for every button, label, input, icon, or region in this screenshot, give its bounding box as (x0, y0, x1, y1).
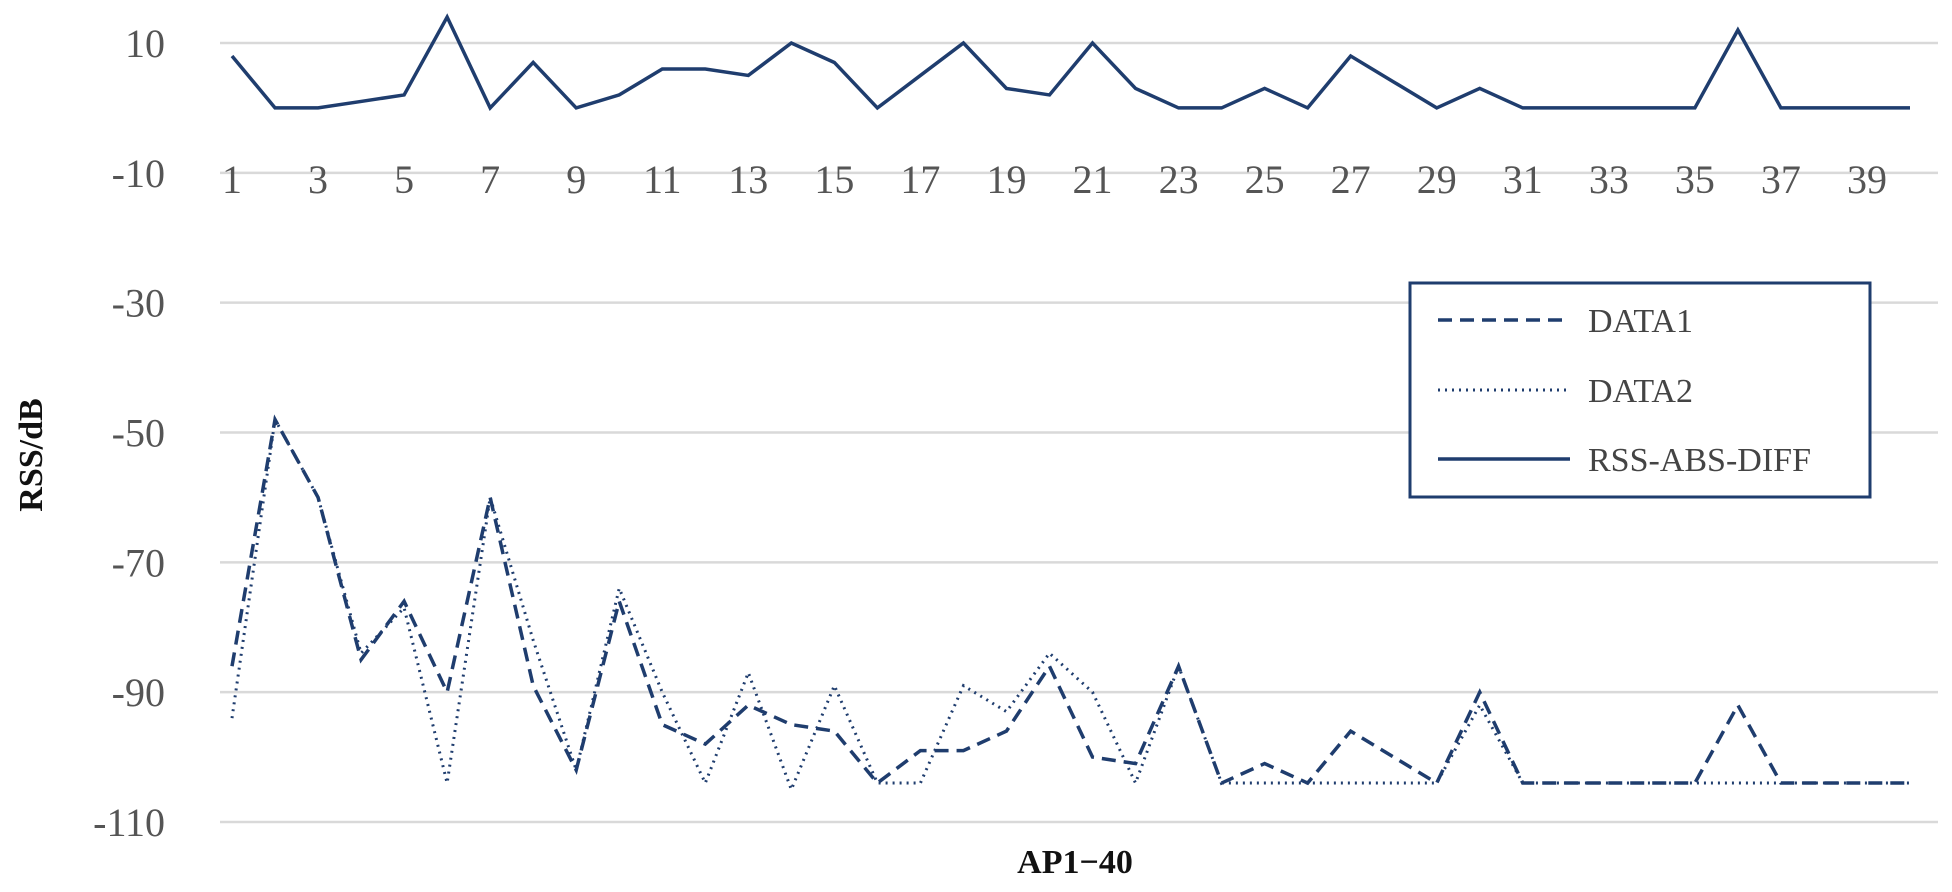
x-tick-label: 5 (394, 157, 414, 202)
x-tick-label: 13 (728, 157, 768, 202)
x-tick-label: 17 (900, 157, 940, 202)
x-tick-label: 27 (1331, 157, 1371, 202)
x-tick-label: 15 (814, 157, 854, 202)
x-tick-label: 23 (1159, 157, 1199, 202)
legend-label-rss-abs-diff: RSS-ABS-DIFF (1588, 442, 1811, 479)
legend-label-data2: DATA2 (1588, 373, 1693, 410)
y-tick-label: -90 (112, 670, 165, 715)
y-tick-label: -50 (112, 411, 165, 456)
x-tick-label: 31 (1503, 157, 1543, 202)
y-axis-title: RSS/dB (13, 398, 50, 511)
x-tick-label: 25 (1245, 157, 1285, 202)
x-tick-label: 37 (1761, 157, 1801, 202)
x-tick-label: 3 (308, 157, 328, 202)
x-axis-title: AP1−40 (1017, 844, 1133, 881)
series-lines (230, 13, 1911, 794)
x-tick-label: 11 (643, 157, 682, 202)
y-tick-label: -110 (93, 800, 165, 845)
series-line-data1 (230, 414, 1910, 786)
x-tick-label: 7 (480, 157, 500, 202)
y-tick-label: -30 (112, 281, 165, 326)
x-tick-label: 39 (1847, 157, 1887, 202)
x-tick-label: 29 (1417, 157, 1457, 202)
x-tick-label: 35 (1675, 157, 1715, 202)
x-tick-labels: 1 3 5 7 9 11 13 15 17 19 21 23 25 27 29 31 33 35 37 39 (222, 157, 1887, 202)
y-tick-label: -70 (112, 540, 165, 585)
x-tick-label: 9 (566, 157, 586, 202)
legend-label-data1: DATA1 (1588, 303, 1693, 340)
x-tick-label: 19 (986, 157, 1026, 202)
y-tick-label: -10 (112, 151, 165, 196)
x-tick-label: 1 (222, 157, 242, 202)
y-tick-labels: 10 -10 -30 -50 -70 -90 -110 (93, 21, 165, 845)
y-tick-label: 10 (125, 21, 165, 66)
series-line-rss-abs-diff (230, 13, 1910, 111)
x-tick-label: 33 (1589, 157, 1629, 202)
legend: DATA1 DATA2 RSS-ABS-DIFF (1408, 281, 1872, 499)
x-tick-label: 21 (1073, 157, 1113, 202)
